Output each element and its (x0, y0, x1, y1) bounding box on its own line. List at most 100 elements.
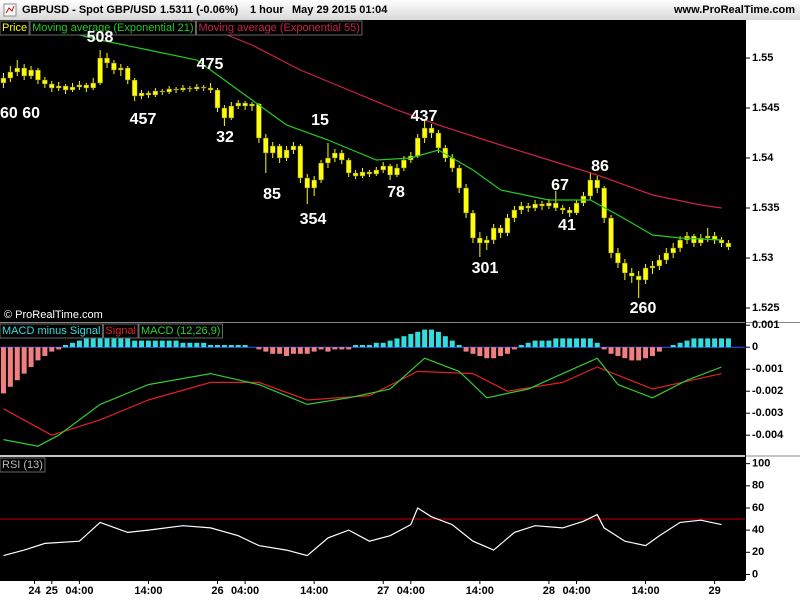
histogram-bar (256, 347, 262, 350)
candle-body (546, 202, 552, 207)
histogram-bar (649, 347, 655, 356)
histogram-bar (615, 347, 621, 356)
histogram-bar (712, 338, 718, 348)
histogram-bar (152, 340, 158, 348)
candle-body (42, 79, 48, 85)
histogram-bar (118, 338, 124, 348)
candle-body (373, 169, 380, 175)
timestamp: May 29 2015 01:04 (292, 4, 388, 16)
annotation: 475 (197, 56, 224, 73)
annotation: 437 (411, 108, 438, 125)
histogram-bar (290, 347, 296, 354)
candle-body (463, 187, 469, 214)
annotation: 60 60 (0, 105, 40, 122)
histogram-bar (42, 347, 48, 356)
candle-body (228, 105, 235, 119)
y-tick-label: 1.54 (752, 152, 774, 164)
candle-body (635, 275, 642, 281)
candle-body (242, 102, 248, 107)
histogram-bar (366, 345, 372, 348)
interval: 1 hour (250, 4, 284, 16)
histogram-bar (35, 347, 41, 361)
histogram-bar (28, 347, 34, 367)
candle-body (325, 157, 331, 164)
annotation: 260 (630, 300, 657, 317)
histogram-bar (194, 342, 200, 348)
histogram-bar (601, 347, 607, 350)
line-series (3, 366, 722, 436)
candle-body (7, 71, 14, 79)
x-tick-label: 28 (543, 585, 555, 597)
candle-body (76, 84, 83, 88)
histogram-bar (339, 347, 345, 350)
candle-body (504, 217, 511, 234)
legend-box (0, 323, 103, 339)
histogram-bar (656, 347, 662, 352)
histogram-bar (401, 336, 407, 348)
histogram-bar (21, 347, 27, 374)
y-tick-label: 1.545 (752, 102, 780, 114)
y-tick-label: 1.525 (752, 302, 780, 314)
x-tick-label: 14:00 (632, 585, 660, 597)
histogram-bar (532, 340, 538, 348)
candle-body (97, 57, 103, 84)
candle-body (221, 107, 228, 119)
legend-label: Moving average (Exponential 21) (32, 22, 193, 34)
candle-body (345, 159, 352, 174)
histogram-bar (325, 347, 331, 352)
candle-body (214, 89, 221, 109)
annotation: 67 (551, 177, 569, 194)
candle-body (518, 205, 525, 211)
candle-body (207, 87, 214, 91)
histogram-bar (111, 338, 117, 348)
histogram-bar (477, 347, 483, 356)
candle-body (622, 262, 628, 274)
histogram-bar (90, 338, 96, 348)
candle-body (698, 237, 704, 244)
histogram-bar (511, 347, 517, 350)
candle-body (663, 252, 670, 261)
histogram-bar (277, 347, 283, 354)
histogram-bar (76, 340, 82, 348)
candle-body (35, 69, 41, 81)
legend-box (0, 457, 46, 473)
candle-body (263, 137, 269, 154)
candle-body (470, 212, 476, 239)
candle-body (490, 227, 497, 241)
legend-label: RSI (13) (2, 459, 43, 471)
candle-body (525, 205, 531, 209)
histogram-bar (387, 340, 393, 348)
y-tick-label: 1.55 (752, 52, 773, 64)
histogram-bar (491, 347, 497, 359)
histogram-bar (456, 345, 462, 348)
histogram-bar (518, 345, 524, 348)
legend-label: MACD minus Signal (2, 325, 100, 337)
price-panel (0, 20, 745, 322)
candle-body (14, 67, 21, 73)
histogram-bar (221, 345, 227, 348)
candle-body (256, 103, 262, 139)
histogram-bar (242, 345, 248, 348)
y-tick-label: -0.004 (752, 429, 784, 441)
histogram-bar (332, 347, 338, 350)
candle-body (601, 187, 607, 219)
histogram-bar (698, 338, 704, 348)
histogram-bar (636, 347, 642, 361)
candle-body (691, 235, 697, 244)
histogram-bar (353, 345, 359, 348)
candle-body (725, 242, 732, 248)
histogram-bar (7, 347, 13, 387)
x-tick-label: 27 (377, 585, 389, 597)
histogram-bar (166, 340, 172, 348)
x-tick-label: 04:00 (562, 585, 590, 597)
histogram-bar (725, 338, 731, 348)
histogram-bar (608, 347, 614, 354)
histogram-bar (173, 340, 179, 348)
histogram-bar (539, 340, 545, 348)
y-tick-label: 40 (752, 524, 764, 536)
x-tick-label: 04:00 (65, 585, 93, 597)
candle-body (200, 86, 207, 89)
candle-body (311, 179, 317, 189)
histogram-bar (670, 345, 676, 348)
